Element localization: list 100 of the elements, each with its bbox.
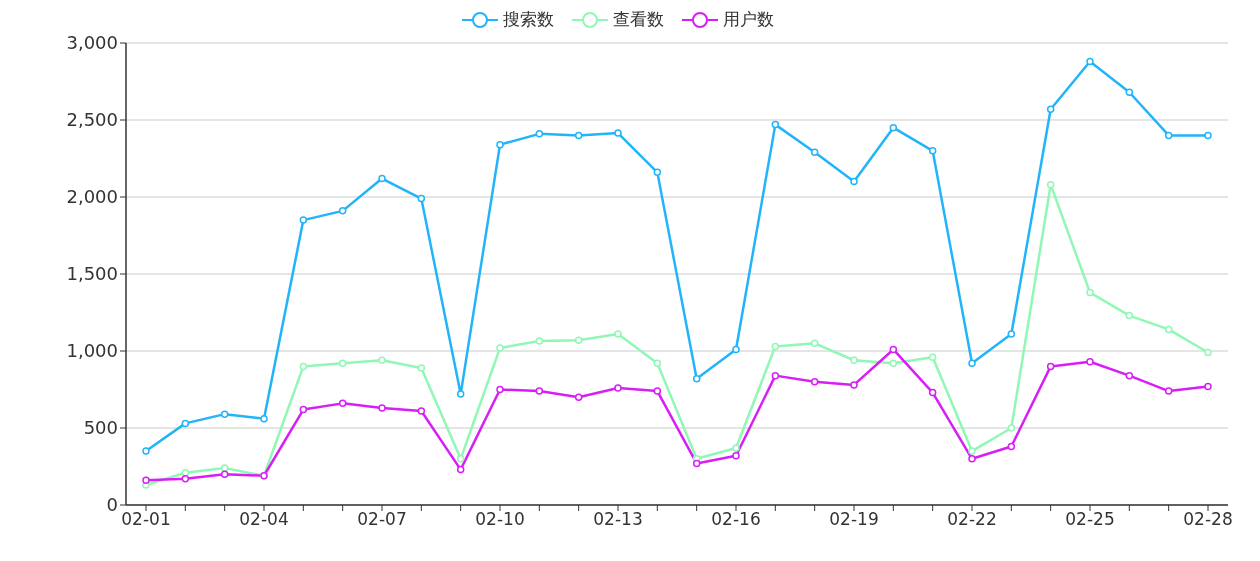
point	[1007, 330, 1016, 338]
point	[181, 419, 190, 428]
point	[968, 447, 976, 455]
x-tick-label: 02-01	[121, 509, 171, 530]
point	[1125, 371, 1134, 380]
point	[1204, 382, 1212, 391]
x-tick-label: 02-25	[1065, 509, 1115, 530]
point	[535, 130, 544, 138]
point	[260, 415, 268, 423]
point	[338, 399, 347, 408]
point	[220, 470, 229, 478]
point	[810, 148, 819, 157]
y-tick-label: 2,500	[66, 109, 118, 131]
x-tick-label: 02-13	[593, 509, 643, 530]
point	[299, 362, 308, 371]
point	[1164, 387, 1173, 395]
point	[732, 345, 740, 354]
point	[732, 444, 740, 452]
point	[378, 404, 386, 412]
x-tick-label: 02-28	[1183, 509, 1233, 530]
legend-label: 查看数	[613, 8, 664, 31]
point	[338, 207, 347, 215]
point	[889, 123, 898, 132]
x-tick-label: 02-07	[357, 509, 407, 530]
point	[810, 378, 819, 386]
point	[614, 384, 622, 392]
point	[614, 330, 622, 338]
point	[928, 147, 937, 155]
y-tick-label: 0	[106, 494, 118, 516]
x-tick-label: 02-10	[475, 509, 525, 530]
point	[850, 381, 858, 389]
point	[653, 168, 662, 177]
point	[496, 344, 504, 352]
point	[574, 336, 583, 344]
point	[928, 353, 937, 361]
point	[889, 345, 898, 354]
legend-label: 用户数	[723, 8, 774, 31]
point	[220, 464, 229, 472]
x-tick-label: 02-19	[829, 509, 879, 530]
point	[1086, 288, 1094, 297]
point	[417, 194, 426, 203]
point	[535, 337, 544, 345]
point	[456, 455, 465, 463]
point	[1007, 442, 1016, 451]
point	[614, 129, 622, 137]
point	[535, 387, 544, 395]
point	[1164, 325, 1173, 334]
point	[653, 359, 662, 368]
point	[968, 455, 976, 463]
point	[692, 459, 701, 468]
y-tick-label: 1,500	[66, 263, 118, 285]
point	[771, 342, 780, 351]
point	[1125, 311, 1134, 320]
legend-label: 搜索数	[503, 8, 554, 31]
point	[1046, 362, 1055, 371]
point	[417, 407, 426, 415]
point	[1046, 180, 1055, 189]
point	[1204, 131, 1212, 140]
x-tick-label: 02-16	[711, 509, 761, 530]
point	[299, 405, 308, 414]
point	[889, 359, 898, 368]
point	[771, 120, 780, 129]
point	[338, 359, 347, 368]
point	[850, 177, 858, 186]
point	[496, 385, 504, 394]
point	[1007, 424, 1016, 432]
point	[299, 216, 308, 224]
point	[1164, 131, 1173, 140]
y-tick-label: 2,000	[66, 186, 118, 208]
point	[456, 390, 465, 398]
x-tick-label: 02-04	[239, 509, 289, 530]
point	[181, 468, 190, 477]
point	[496, 140, 504, 149]
point	[417, 364, 426, 372]
point	[456, 465, 465, 474]
point	[574, 131, 583, 140]
point	[142, 476, 150, 485]
y-tick-label: 500	[83, 417, 118, 439]
point	[181, 475, 190, 483]
point	[771, 371, 780, 380]
point	[850, 356, 858, 364]
point	[378, 356, 386, 364]
point	[142, 447, 150, 455]
point	[653, 387, 662, 395]
point	[810, 339, 819, 348]
point	[378, 174, 386, 183]
point	[968, 359, 976, 368]
point	[1204, 348, 1212, 357]
point	[1046, 105, 1055, 113]
x-tick-label: 02-22	[947, 509, 997, 530]
point	[220, 410, 229, 418]
point	[692, 374, 701, 383]
point	[574, 393, 583, 401]
point	[732, 451, 740, 460]
point	[928, 388, 937, 397]
point	[1125, 88, 1134, 97]
point	[1086, 57, 1094, 66]
point	[1086, 358, 1094, 366]
y-tick-label: 1,000	[66, 340, 118, 362]
y-tick-label: 3,000	[66, 32, 118, 54]
